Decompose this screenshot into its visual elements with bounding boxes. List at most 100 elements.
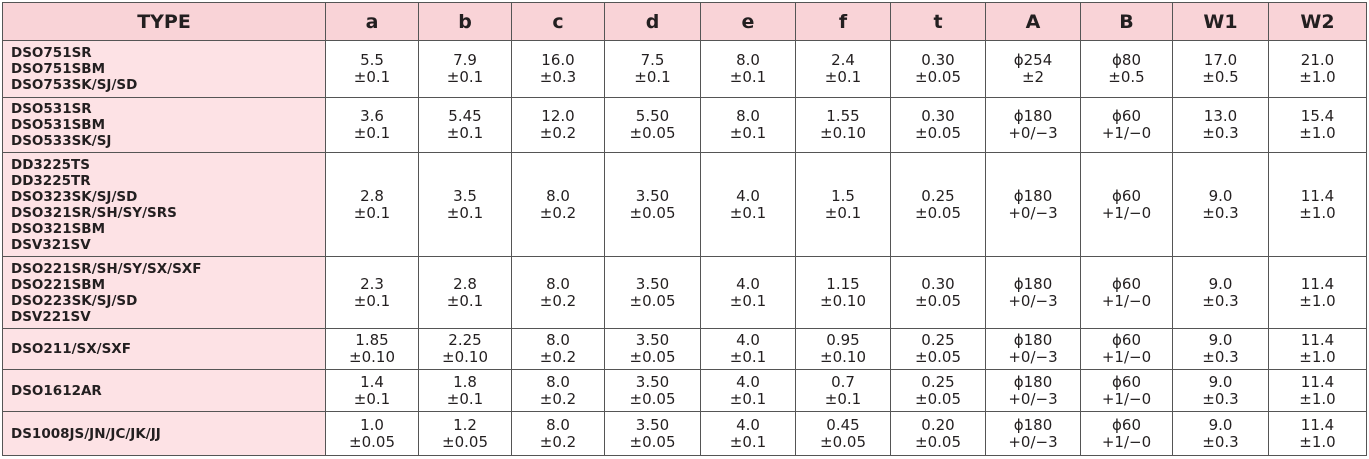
value-cell: 11.4 ±1.0 (1268, 369, 1367, 412)
value-cell: ϕ180 +0/−3 (985, 256, 1081, 329)
tolerance: ±0.1 (729, 389, 767, 408)
tolerance: ±0.1 (824, 203, 862, 222)
tolerance: +0/−3 (1008, 389, 1058, 408)
value-cell: 13.0 ±0.3 (1172, 97, 1269, 153)
tolerance: +1/−0 (1101, 203, 1152, 222)
nominal-value: 1.8 (453, 372, 477, 391)
value-cell: 0.30 ±0.05 (890, 97, 986, 153)
type-name: DSO1612AR (11, 382, 102, 399)
value-cell: 1.85 ±0.10 (325, 328, 419, 370)
nominal-value: 11.4 (1300, 186, 1335, 205)
tolerance: ±0.05 (915, 203, 961, 222)
value-cell: 4.0 ±0.1 (700, 369, 796, 412)
tolerance: ±1.0 (1299, 68, 1336, 86)
value-cell: 8.0 ±0.1 (700, 97, 796, 153)
tolerance: ±0.1 (353, 68, 391, 86)
value-cell: 3.6 ±0.1 (325, 97, 419, 153)
value-cell: 8.0 ±0.2 (511, 328, 605, 370)
nominal-value: 8.0 (546, 274, 570, 293)
type-name: DSO211/SX/SXF (11, 341, 131, 357)
tolerance: ±0.1 (446, 389, 484, 408)
value-cell: 21.0 ±1.0 (1268, 40, 1367, 98)
tolerance: ±0.1 (634, 68, 671, 86)
tolerance: ±0.1 (729, 203, 767, 222)
tolerance: ±0.1 (729, 68, 767, 86)
nominal-value: 9.0 (1208, 372, 1233, 391)
table-row: DSO1612AR 1.4 ±0.1 1.8 ±0.1 8.0 ±0.2 3.50 ±0.05 4… (2, 369, 1367, 412)
value-cell: 0.25 ±0.05 (890, 369, 986, 412)
nominal-value: 3.5 (453, 186, 477, 205)
table-row: DSO221SR/SH/SY/SX/SXF DSO221SBM DSO223SK/S… (2, 256, 1367, 329)
value-cell: 3.50 ±0.05 (604, 256, 701, 329)
value-cell: 0.25 ±0.05 (890, 328, 986, 370)
nominal-value: 3.6 (360, 107, 384, 125)
value-cell: 11.4 ±1.0 (1268, 256, 1367, 329)
value-cell: 15.4 ±1.0 (1268, 97, 1367, 153)
type-name: DSV221SV (11, 308, 91, 325)
value-cell: 1.5 ±0.1 (795, 152, 891, 257)
tolerance: ±1.0 (1299, 432, 1336, 451)
type-name: DSO753SK/SJ/SD (11, 77, 138, 93)
nominal-value: 4.0 (736, 372, 760, 391)
value-cell: 5.50 ±0.05 (604, 97, 701, 153)
tolerance: ±0.10 (349, 348, 395, 366)
tolerance: ±1.0 (1299, 291, 1336, 310)
tolerance: ±0.5 (1202, 68, 1239, 86)
value-cell: 1.2 ±0.05 (418, 411, 512, 456)
value-cell: ϕ180 +0/−3 (985, 328, 1081, 370)
value-cell: 9.0 ±0.3 (1172, 369, 1269, 412)
value-cell: 3.50 ±0.05 (604, 411, 701, 456)
nominal-value: 16.0 (541, 51, 575, 69)
type-cell: DS1008JS/JN/JC/JK/JJ (2, 411, 326, 456)
nominal-value: 17.0 (1203, 51, 1238, 69)
tolerance: ±0.10 (820, 291, 866, 310)
type-cell: DSO751SR DSO751SBM DSO753SK/SJ/SD (2, 40, 326, 98)
value-cell: 3.50 ±0.05 (604, 369, 701, 412)
nominal-value: 2.8 (453, 274, 477, 293)
nominal-value: ϕ180 (1013, 415, 1053, 434)
value-cell: 2.4 ±0.1 (795, 40, 891, 98)
type-cell: DSO1612AR (2, 369, 326, 412)
nominal-value: 2.25 (448, 331, 482, 349)
tolerance: ±1.0 (1299, 124, 1336, 142)
nominal-value: ϕ60 (1112, 107, 1141, 125)
tolerance: ±0.1 (729, 432, 767, 451)
nominal-value: 3.50 (635, 186, 670, 205)
tolerance: ±1.0 (1299, 348, 1336, 366)
nominal-value: 0.7 (831, 372, 855, 391)
nominal-value: 8.0 (546, 372, 570, 391)
table-row: DD3225TS DD3225TR DSO323SK/SJ/SD DSO321SR/S… (2, 152, 1367, 257)
column-header: A (985, 2, 1081, 41)
value-cell: ϕ180 +0/−3 (985, 152, 1081, 257)
nominal-value: 5.50 (635, 107, 670, 125)
nominal-value: ϕ60 (1112, 274, 1141, 293)
value-cell: 8.0 ±0.2 (511, 369, 605, 412)
tolerance: ±0.05 (629, 348, 676, 366)
tolerance: ±0.1 (353, 389, 391, 408)
nominal-value: 0.25 (921, 372, 955, 391)
value-cell: 0.45 ±0.05 (795, 411, 891, 456)
nominal-value: 7.5 (640, 51, 665, 69)
type-name: DSO321SR/SH/SY/SRS (11, 204, 177, 221)
column-header: a (325, 2, 419, 41)
nominal-value: 3.50 (635, 274, 670, 293)
tolerance: ±0.3 (539, 68, 577, 86)
value-cell: 0.20 ±0.05 (890, 411, 986, 456)
type-cell: DSO531SR DSO531SBM DSO533SK/SJ (2, 97, 326, 153)
tolerance: ±0.1 (353, 124, 391, 142)
tolerance: ±0.10 (442, 348, 488, 366)
nominal-value: 1.2 (453, 415, 477, 434)
tolerance: ±0.05 (349, 432, 395, 451)
tolerance: ±0.3 (1202, 389, 1239, 408)
type-name: DSO321SBM (11, 220, 106, 237)
value-cell: 8.0 ±0.2 (511, 411, 605, 456)
tolerance: ±0.10 (820, 348, 866, 366)
nominal-value: 9.0 (1208, 186, 1233, 205)
tolerance: ±0.2 (539, 348, 577, 366)
tolerance: ±0.2 (539, 203, 577, 222)
value-cell: ϕ60 +1/−0 (1080, 411, 1173, 456)
value-cell: ϕ60 +1/−0 (1080, 328, 1173, 370)
tolerance: +0/−3 (1008, 291, 1058, 310)
